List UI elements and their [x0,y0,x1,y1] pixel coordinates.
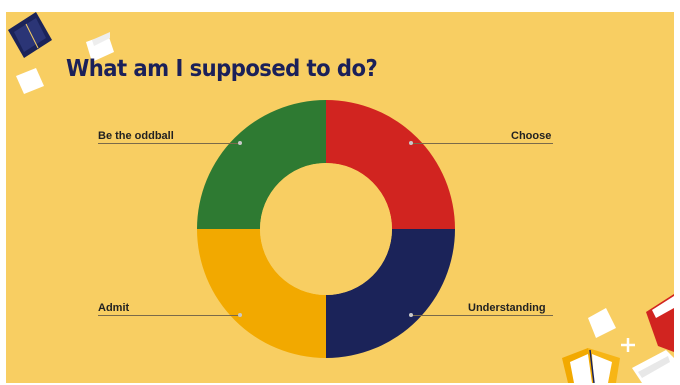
slide: What am I supposed to do? Be the oddball… [6,12,674,383]
bottom-right-red-book-icon [646,294,674,352]
leader-dot-admit [238,313,242,317]
donut-segment-admit [197,229,326,358]
leader-line-choose [411,143,553,144]
label-choose: Choose [511,130,552,142]
label-be-the-oddball: Be the oddball [98,130,174,142]
decorations [8,12,674,383]
bottom-right-open-book-icon [562,348,620,383]
leader-line-admit [98,315,240,316]
top-left-paper-icon [86,32,114,62]
donut-center [260,163,392,295]
donut-segment-understanding [326,229,455,358]
leader-dot-understanding [409,313,413,317]
label-understanding: Understanding [468,302,546,314]
label-admit: Admit [98,302,130,314]
top-left-book-icon [8,12,52,58]
bottom-right-paper-icon [588,308,616,338]
leader-dot-be-the-oddball [238,141,242,145]
plus-sparkle-icon [621,338,635,352]
leader-line-understanding [411,315,553,316]
slide-title: What am I supposed to do? [66,56,378,82]
leader-dot-choose [409,141,413,145]
donut-segment-be-the-oddball [197,100,326,229]
donut-diagram [197,100,455,358]
leader-line-be-the-oddball [98,143,240,144]
left-paper-icon [16,68,44,94]
donut-segment-choose [326,100,455,229]
bottom-right-white-book-icon [632,350,674,383]
